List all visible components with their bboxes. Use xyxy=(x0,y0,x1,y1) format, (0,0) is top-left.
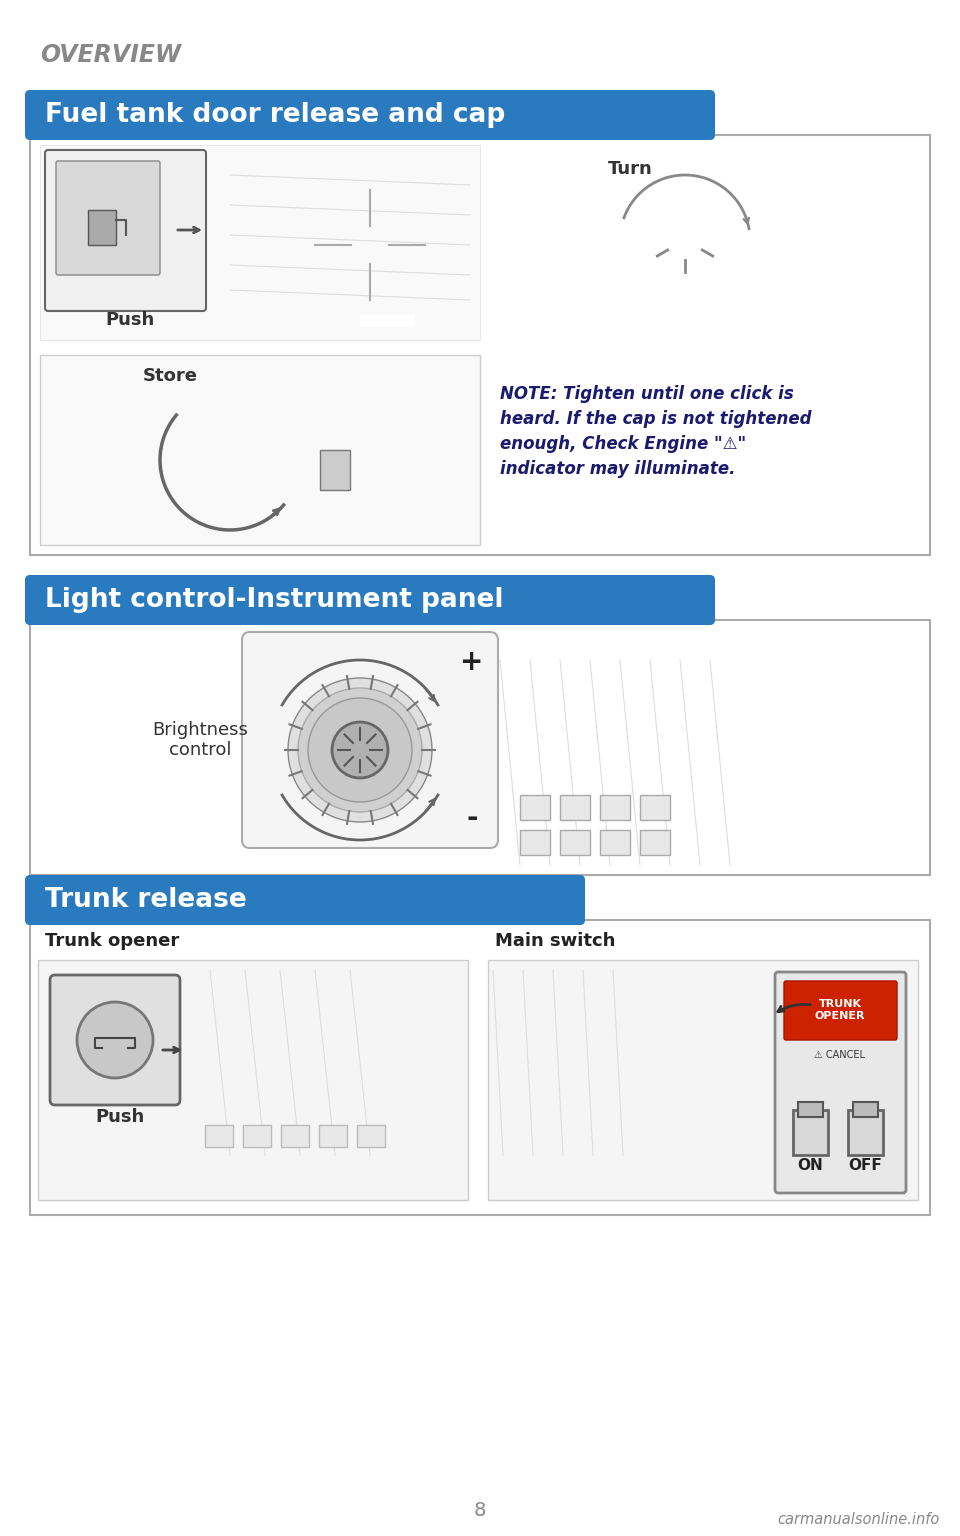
Bar xyxy=(640,829,670,856)
Bar xyxy=(760,310,810,323)
Bar xyxy=(520,829,550,856)
Bar xyxy=(320,450,350,490)
Bar xyxy=(38,960,468,1200)
FancyBboxPatch shape xyxy=(45,151,206,310)
Circle shape xyxy=(288,677,432,822)
Text: +: + xyxy=(460,648,484,676)
Bar xyxy=(560,829,590,856)
Bar xyxy=(205,1124,233,1147)
Bar xyxy=(30,135,930,554)
FancyBboxPatch shape xyxy=(50,975,180,1104)
Text: Fuel tank door release and cap: Fuel tank door release and cap xyxy=(45,101,505,127)
Bar xyxy=(488,960,918,1200)
Text: TRUNK
OPENER: TRUNK OPENER xyxy=(815,1000,865,1021)
Text: Trunk opener: Trunk opener xyxy=(45,932,180,949)
Circle shape xyxy=(350,226,389,264)
Text: Main switch: Main switch xyxy=(495,932,615,949)
Bar xyxy=(600,796,630,820)
FancyBboxPatch shape xyxy=(784,982,897,1040)
Bar xyxy=(30,920,930,1215)
Bar xyxy=(88,210,116,246)
Circle shape xyxy=(77,1001,153,1078)
Text: ON: ON xyxy=(797,1158,823,1172)
Bar xyxy=(798,1101,823,1117)
Circle shape xyxy=(308,697,412,802)
Bar xyxy=(853,1101,878,1117)
Text: Trunk release: Trunk release xyxy=(45,886,247,912)
Text: Store: Store xyxy=(142,367,198,386)
Bar xyxy=(30,621,930,876)
Bar xyxy=(560,796,590,820)
Text: 8: 8 xyxy=(474,1501,486,1519)
Text: Light control-Instrument panel: Light control-Instrument panel xyxy=(45,587,503,613)
Text: OFF: OFF xyxy=(848,1158,882,1172)
Circle shape xyxy=(633,187,737,292)
Bar xyxy=(357,1124,385,1147)
Text: Turn: Turn xyxy=(608,160,653,178)
Text: Push: Push xyxy=(106,310,155,329)
Circle shape xyxy=(205,435,255,485)
Bar xyxy=(40,144,480,339)
FancyBboxPatch shape xyxy=(25,876,585,925)
Bar xyxy=(243,1124,271,1147)
Circle shape xyxy=(650,204,720,275)
Bar xyxy=(40,355,480,545)
FancyBboxPatch shape xyxy=(242,631,498,848)
Ellipse shape xyxy=(75,406,405,535)
FancyBboxPatch shape xyxy=(25,91,715,140)
Circle shape xyxy=(332,722,388,779)
Text: NOTE: Tighten until one click is
heard. If the cap is not tightened
enough, Chec: NOTE: Tighten until one click is heard. … xyxy=(500,386,811,478)
Text: -: - xyxy=(467,803,478,833)
Bar xyxy=(281,1124,309,1147)
FancyBboxPatch shape xyxy=(25,574,715,625)
Text: OVERVIEW: OVERVIEW xyxy=(40,43,181,68)
Text: ⚠ CANCEL: ⚠ CANCEL xyxy=(814,1051,866,1060)
Bar xyxy=(640,796,670,820)
Circle shape xyxy=(185,415,275,505)
Bar xyxy=(793,1111,828,1155)
FancyBboxPatch shape xyxy=(775,972,906,1193)
Text: carmanualsonline.info: carmanualsonline.info xyxy=(778,1513,940,1527)
Text: Brightness
control: Brightness control xyxy=(152,720,248,759)
Bar xyxy=(600,829,630,856)
Bar xyxy=(848,1111,883,1155)
Bar xyxy=(520,796,550,820)
Bar xyxy=(319,1124,347,1147)
FancyBboxPatch shape xyxy=(56,161,160,275)
Circle shape xyxy=(298,688,422,813)
Bar xyxy=(360,315,415,327)
Text: Push: Push xyxy=(95,1107,145,1126)
